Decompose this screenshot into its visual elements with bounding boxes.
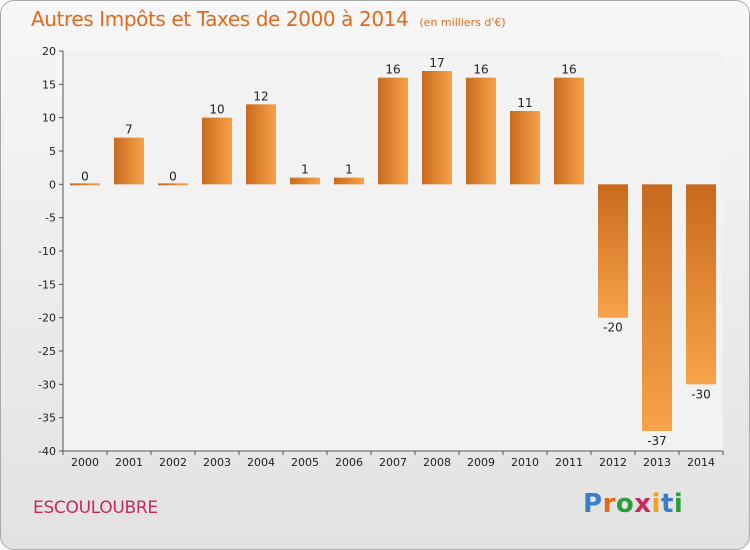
x-tick-label: 2000 [71,456,99,469]
y-tick-label: 10 [42,112,56,125]
logo-letter: t [660,489,674,519]
data-label: -37 [647,434,667,448]
proxiti-logo[interactable]: Proxiti [583,489,683,519]
x-tick-label: 2006 [335,456,363,469]
bar [246,104,276,185]
bar [510,111,540,185]
y-tick-label: 0 [49,178,56,191]
logo-letter: P [583,489,603,519]
data-label: 16 [385,63,400,77]
logo-letter: i [673,489,684,519]
data-label: 7 [125,123,133,137]
y-tick-label: -30 [38,378,56,391]
chart-title: Autres Impôts et Taxes de 2000 à 2014 [31,7,409,31]
data-label: 17 [429,56,444,70]
x-tick-label: 2010 [511,456,539,469]
bar [114,137,144,185]
data-label: 12 [253,89,268,103]
x-tick-label: 2011 [555,456,583,469]
data-label: 1 [301,163,309,177]
y-tick-label: 20 [42,45,56,58]
bar [686,184,716,385]
logo-letter: o [615,489,635,519]
data-label: -30 [691,387,711,401]
bar [202,117,232,185]
chart-subtitle: (en milliers d'€) [419,16,506,29]
x-tick-label: 2013 [643,456,671,469]
y-tick-label: 15 [42,78,56,91]
x-tick-label: 2009 [467,456,495,469]
y-tick-label: 5 [49,145,56,158]
data-label: 10 [209,103,224,117]
y-tick-label: -20 [38,312,56,325]
logo-letter: r [602,489,616,519]
bar [466,77,496,185]
bar [158,183,188,186]
bar [554,77,584,185]
logo-letter: i [651,489,661,519]
commune-name: ESCOULOUBRE [33,498,158,518]
bar [70,183,100,186]
y-tick-label: -40 [38,445,56,458]
data-label: 16 [561,63,576,77]
x-tick-label: 2012 [599,456,627,469]
bar [422,71,452,185]
data-label: 11 [517,96,532,110]
x-tick-label: 2007 [379,456,407,469]
x-tick-label: 2005 [291,456,319,469]
bar [290,177,320,185]
y-tick-label: -25 [38,345,56,358]
data-label: 16 [473,63,488,77]
y-tick-label: -15 [38,278,56,291]
y-tick-label: -35 [38,412,56,425]
bar [334,177,364,185]
bar [598,184,628,318]
y-tick-label: -10 [38,245,56,258]
data-label: -20 [603,321,623,335]
logo-letter: x [634,489,652,519]
x-tick-label: 2003 [203,456,231,469]
bar [642,184,672,431]
x-tick-label: 2014 [687,456,715,469]
data-label: 0 [81,169,89,183]
chart-title-block: Autres Impôts et Taxes de 2000 à 2014 (e… [31,7,506,31]
bar [378,77,408,185]
x-tick-label: 2001 [115,456,143,469]
x-tick-label: 2004 [247,456,275,469]
x-tick-label: 2002 [159,456,187,469]
y-tick-label: -5 [45,212,56,225]
data-label: 1 [345,163,353,177]
x-tick-label: 2008 [423,456,451,469]
data-label: 0 [169,169,177,183]
